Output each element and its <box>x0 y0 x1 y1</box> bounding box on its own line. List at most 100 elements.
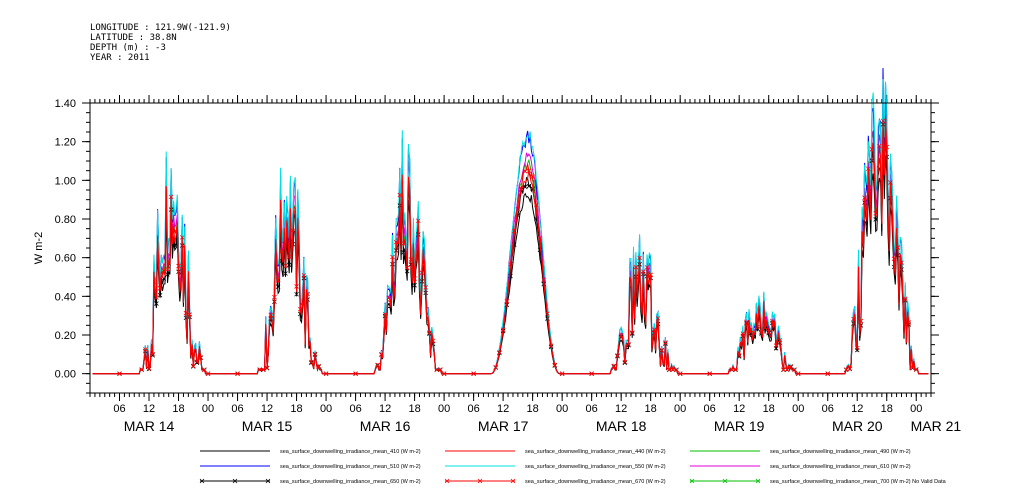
y-tick-label: 0.80 <box>55 214 76 226</box>
y-tick-label: 1.00 <box>55 175 76 187</box>
legend-entry-label: sea_surface_downwelling_irradiance_mean_… <box>525 479 666 485</box>
legend-marker <box>199 478 205 484</box>
series-marker-7 <box>416 218 421 224</box>
series-marker-7 <box>888 180 893 185</box>
legend-entry-label: sea_surface_downwelling_irradiance_mean_… <box>770 479 947 485</box>
header-block: LONGITUDE : 121.9W(-121.9) LATITUDE : 38… <box>90 23 231 63</box>
y-tick-label: 0.40 <box>55 291 76 303</box>
legend-marker <box>510 478 516 484</box>
header-longitude: LONGITUDE : 121.9W(-121.9) <box>90 23 231 33</box>
series-marker-7 <box>264 365 270 371</box>
series-marker-7 <box>633 264 639 270</box>
series-marker-7 <box>390 254 395 260</box>
series-line-4 <box>92 79 929 375</box>
series-marker-7 <box>179 235 185 240</box>
x-tick-label: 06 <box>231 403 243 415</box>
series-marker-7 <box>770 318 775 324</box>
series-marker-7 <box>143 347 148 352</box>
legend-marker <box>265 478 271 484</box>
legend-entry-label: sea_surface_downwelling_irradiance_mean_… <box>280 449 421 455</box>
header-depth: DEPTH (m) : -3 <box>90 43 166 53</box>
y-axis-label: W m-2 <box>33 232 45 264</box>
legend-entry-label: sea_surface_downwelling_irradiance_mean_… <box>525 449 666 455</box>
x-day-label: MAR 19 <box>714 418 765 434</box>
x-tick-label: 00 <box>792 403 804 415</box>
legend: sea_surface_downwelling_irradiance_mean_… <box>199 449 947 485</box>
legend-entry-label: sea_surface_downwelling_irradiance_mean_… <box>770 449 911 455</box>
series-marker-7 <box>386 295 392 301</box>
x-tick-label: 18 <box>645 403 657 415</box>
series-marker-7 <box>268 312 274 318</box>
x-tick-label: 18 <box>881 403 893 415</box>
series-marker-7 <box>397 192 403 198</box>
series-marker-6 <box>401 249 406 255</box>
series-marker-7 <box>168 194 174 200</box>
x-day-label: MAR 16 <box>360 418 411 434</box>
series-marker-6 <box>286 262 292 268</box>
x-tick-label: 06 <box>349 403 361 415</box>
series-marker-6 <box>172 243 178 249</box>
x-tick-label: 12 <box>733 403 745 415</box>
legend-entry-label: sea_surface_downwelling_irradiance_mean_… <box>770 464 911 470</box>
series-marker-7 <box>508 261 513 267</box>
series-marker-6 <box>294 291 299 297</box>
series-marker-7 <box>740 331 746 336</box>
series-marker-6 <box>629 331 635 336</box>
x-day-label: MAR 15 <box>242 418 293 434</box>
legend-marker <box>477 478 483 484</box>
series-marker-6 <box>522 184 528 190</box>
y-tick-label: 1.20 <box>55 137 76 149</box>
series-marker-7 <box>530 174 535 179</box>
series-line-3 <box>92 67 929 375</box>
y-tick-label: 0.00 <box>55 369 76 381</box>
series-marker-7 <box>637 255 642 261</box>
series-marker-7 <box>880 118 886 124</box>
series-marker-6 <box>154 301 159 306</box>
axes: 0.00 0.20 0.40 0.60 0.80 1.00 1.20 1.40 06 12 18 00… <box>55 95 961 434</box>
series-marker-6 <box>755 326 760 332</box>
x-day-label: MAR 14 <box>124 418 175 434</box>
legend-entry-label: sea_surface_downwelling_irradiance_mean_… <box>525 464 666 470</box>
y-tick-label: 1.40 <box>55 98 76 110</box>
series-marker-7 <box>644 265 650 270</box>
x-tick-label: 12 <box>851 403 863 415</box>
series-marker-7 <box>862 195 867 200</box>
x-tick-label: 12 <box>143 403 155 415</box>
legend-entry-label: sea_surface_downwelling_irradiance_mean_… <box>280 479 421 485</box>
series-marker-7 <box>866 166 871 172</box>
series-marker-6 <box>404 268 410 274</box>
x-tick-label: 06 <box>586 403 598 415</box>
series-layer <box>92 67 929 376</box>
series-marker-7 <box>312 351 318 357</box>
series-marker-7 <box>659 347 665 353</box>
legend-marker <box>689 478 695 484</box>
x-tick-label: 06 <box>704 403 716 415</box>
series-marker-6 <box>526 183 532 189</box>
series-marker-6 <box>165 272 170 277</box>
series-marker-7 <box>663 340 668 345</box>
y-tick-label: 0.20 <box>55 330 76 342</box>
series-marker-7 <box>522 169 528 174</box>
x-tick-label: 06 <box>822 403 834 415</box>
series-marker-6 <box>873 217 878 222</box>
x-tick-label: 18 <box>527 403 539 415</box>
plot-frame <box>89 102 932 394</box>
series-marker-6 <box>622 360 628 366</box>
series-line-5 <box>92 101 929 375</box>
series-marker-7 <box>877 143 882 149</box>
x-tick-label: 12 <box>379 403 391 415</box>
x-tick-label: 00 <box>320 403 332 415</box>
x-tick-label: 12 <box>261 403 273 415</box>
x-tick-label: 06 <box>113 403 125 415</box>
header-year: YEAR : 2011 <box>90 53 150 63</box>
x-tick-label: 12 <box>615 403 627 415</box>
x-day-label: MAR 18 <box>596 418 647 434</box>
x-tick-label: 18 <box>172 403 184 415</box>
series-marker-7 <box>652 327 657 332</box>
series-line-1 <box>92 125 929 375</box>
series-marker-7 <box>902 296 908 301</box>
series-marker-7 <box>655 316 661 321</box>
x-day-label: MAR 17 <box>478 418 529 434</box>
series-marker-6 <box>157 292 163 298</box>
